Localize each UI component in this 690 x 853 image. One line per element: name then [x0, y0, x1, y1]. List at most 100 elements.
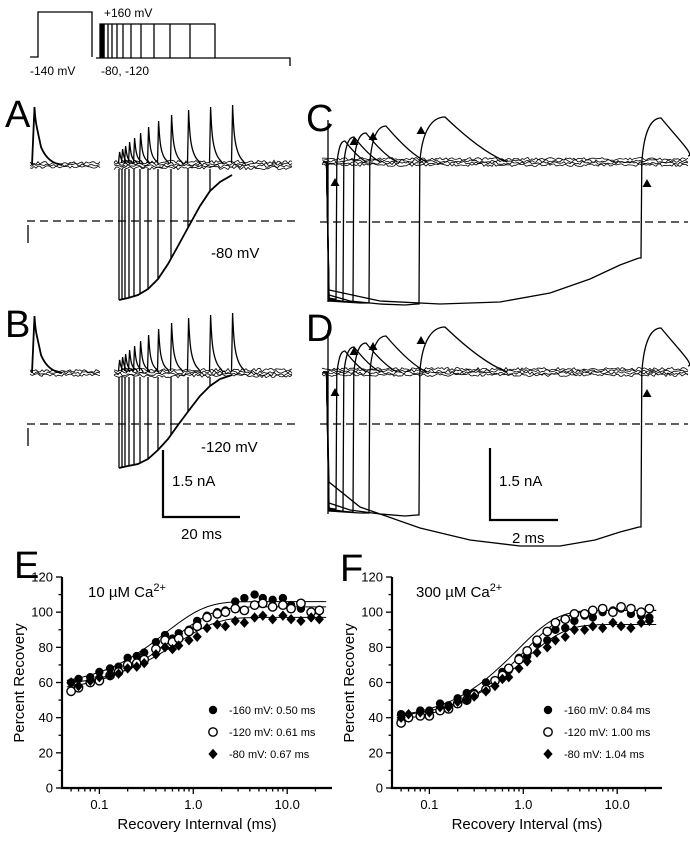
- recovery-trace: [323, 327, 690, 547]
- y-tick-label: 80: [39, 640, 53, 655]
- x-tick-label: 0.1: [420, 797, 438, 812]
- protocol-top-label: +160 mV: [104, 6, 152, 20]
- data-point: [569, 609, 580, 619]
- tail-current-spike: [186, 109, 202, 165]
- baseline-trace: [113, 371, 293, 377]
- data-point: [105, 664, 115, 673]
- panel-letter-e: E: [14, 545, 39, 587]
- data-point: [202, 622, 212, 634]
- data-point: [616, 601, 626, 612]
- data-point: [184, 635, 194, 646]
- data-point: [151, 649, 161, 660]
- data-point: [579, 609, 590, 619]
- data-point: [306, 612, 316, 623]
- tail-arrowhead: [642, 179, 652, 187]
- data-point: [551, 625, 560, 634]
- panel-letter-a: A: [5, 94, 31, 136]
- prepulse-tail-current: [31, 315, 63, 374]
- protocol-left-label: -140 mV: [30, 64, 75, 78]
- data-point: [139, 648, 149, 657]
- legend-label: -120 mV: 1.00 ms: [564, 727, 651, 739]
- baseline-trace: [321, 370, 689, 376]
- data-point: [588, 621, 598, 632]
- data-point: [230, 603, 241, 614]
- data-point: [396, 712, 406, 723]
- data-point: [66, 677, 76, 688]
- tail-current-spike: [123, 353, 134, 373]
- legend-marker: [208, 705, 218, 715]
- data-point: [435, 701, 445, 713]
- chart-title: 300 µM Ca2+: [416, 582, 502, 601]
- data-point: [160, 642, 170, 653]
- data-point: [123, 653, 132, 663]
- data-point: [497, 673, 508, 685]
- legend-marker: [543, 727, 553, 737]
- recovery-trace: [323, 350, 367, 510]
- chart-f-recovery-plot: 0 20 40 60 80 100 120 0.1 1.0 10.0 300 µM Ca2+ Perc…: [341, 570, 662, 833]
- y-axis-label: Percent Recovery: [11, 623, 28, 743]
- data-point: [453, 696, 463, 708]
- data-point: [462, 694, 472, 706]
- legend-marker: [543, 748, 553, 760]
- data-point: [542, 626, 553, 637]
- data-point: [415, 707, 425, 718]
- recovery-trace: [323, 132, 398, 303]
- data-point: [550, 635, 561, 646]
- data-point: [636, 607, 647, 618]
- panel-d-current-scale-label: 1.5 nA: [499, 473, 542, 490]
- data-point: [286, 603, 296, 614]
- y-tick-label: 100: [361, 605, 383, 620]
- recovery-trace: [323, 342, 398, 513]
- data-point: [73, 680, 84, 692]
- data-point: [113, 668, 124, 679]
- test-pulse-box: [99, 23, 216, 58]
- tail-arrowhead: [368, 132, 378, 140]
- data-point: [286, 614, 296, 625]
- data-point: [151, 637, 161, 647]
- tail-current-spike: [156, 120, 170, 165]
- x-tick-label: 10.0: [605, 797, 630, 812]
- legend-label: -160 mV: 0.84 ms: [564, 705, 651, 717]
- y-tick-label: 0: [46, 781, 53, 796]
- legend-label: -80 mV: 1.04 ms: [564, 749, 645, 761]
- y-tick-label: 20: [369, 745, 383, 760]
- data-point: [522, 656, 532, 667]
- recovery-trace: [323, 117, 690, 305]
- panel-a-traces: [27, 104, 295, 301]
- data-point: [514, 654, 524, 665]
- data-point: [278, 610, 288, 621]
- panel-b-scale-bars: [161, 450, 240, 519]
- data-point: [607, 607, 618, 618]
- legend-label: -120 mV: 0.61 ms: [229, 727, 316, 739]
- panel-a-voltage-label: -80 mV: [211, 245, 259, 262]
- x-tick-label: 1.0: [514, 797, 532, 812]
- y-tick-label: 120: [361, 570, 383, 585]
- panel-letter-d: D: [306, 308, 333, 350]
- tail-current-spike: [132, 137, 144, 165]
- tail-current-spike: [156, 328, 170, 373]
- data-point: [626, 603, 636, 614]
- data-point: [174, 640, 184, 651]
- voltage-protocol-diagram: +160 mV -140 mV -80, -120: [30, 6, 291, 78]
- baseline-trace: [29, 163, 101, 168]
- legend-marker: [208, 727, 218, 737]
- tail-current-spike: [127, 349, 139, 373]
- data-point: [267, 601, 278, 612]
- y-tick-label: 120: [31, 570, 53, 585]
- data-point: [561, 623, 570, 633]
- data-point: [560, 631, 570, 642]
- data-point: [644, 615, 654, 627]
- data-point: [522, 645, 533, 656]
- data-point: [250, 590, 259, 599]
- panel-letter-f: F: [340, 548, 363, 590]
- tail-arrowhead: [330, 178, 340, 186]
- tail-arrowhead: [642, 389, 652, 397]
- chart-title: 10 µM Ca2+: [88, 582, 166, 601]
- tail-arrowhead: [330, 388, 340, 396]
- panel-d-time-scale-label: 2 ms: [512, 530, 545, 547]
- baseline-trace: [113, 165, 293, 171]
- protocol-bottom-label: -80, -120: [101, 64, 149, 78]
- data-point: [481, 686, 491, 697]
- data-point: [184, 626, 194, 637]
